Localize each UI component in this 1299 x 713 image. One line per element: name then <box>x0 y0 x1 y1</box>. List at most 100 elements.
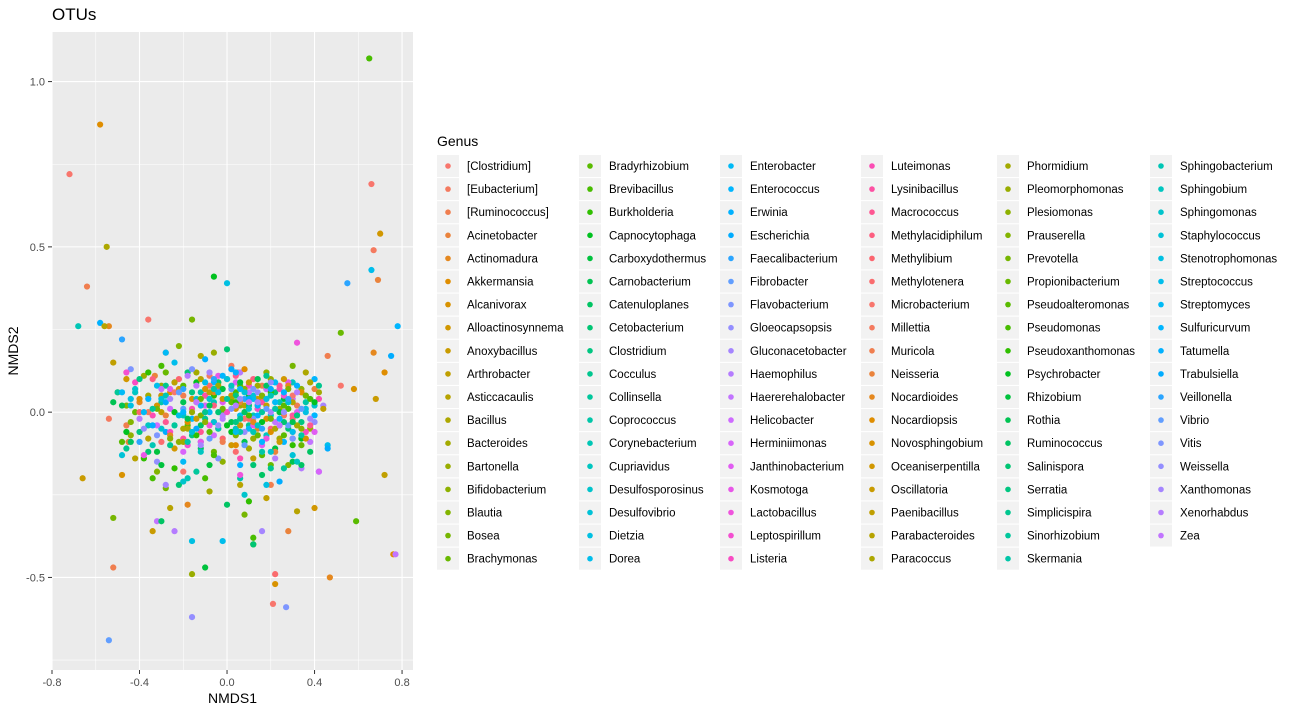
data-point <box>215 409 222 416</box>
legend-marker <box>1005 440 1011 447</box>
data-point <box>167 385 174 393</box>
data-point <box>366 55 373 62</box>
legend-marker <box>728 209 734 215</box>
data-point <box>377 230 384 237</box>
x-tick-label: 0.4 <box>307 677 322 689</box>
legend-item: Akkermansia <box>437 270 534 293</box>
data-point <box>158 438 165 446</box>
data-point <box>302 399 309 406</box>
data-point <box>258 409 266 416</box>
data-point <box>250 418 257 426</box>
legend-marker <box>728 394 734 400</box>
data-point <box>272 448 279 455</box>
legend-label: Cupriavidus <box>609 461 670 473</box>
data-point <box>206 402 213 409</box>
data-point <box>184 425 191 432</box>
legend-item: Phormidium <box>997 155 1088 177</box>
data-point <box>237 395 244 403</box>
legend: Genus [Clostridium] [Eubacterium] [Ruminoc… <box>437 133 1277 570</box>
legend-item: Burkholderia <box>579 201 674 224</box>
legend-marker <box>587 348 593 354</box>
data-point <box>254 389 261 396</box>
legend-item: Helicobacter <box>720 409 814 432</box>
data-point <box>250 395 257 403</box>
data-point <box>202 392 209 399</box>
legend-item: Staphylococcus <box>1150 224 1261 247</box>
legend-item: Anoxybacillus <box>437 339 538 362</box>
legend-label: Arthrobacter <box>467 369 530 381</box>
legend-label: Helicobacter <box>750 415 814 427</box>
legend-marker <box>587 301 593 308</box>
legend-label: Brevibacillus <box>609 184 674 196</box>
legend-item: Muricola <box>861 339 935 362</box>
legend-item: Trabulsiella <box>1150 362 1239 385</box>
legend-label: Lactobacillus <box>750 508 817 520</box>
data-point <box>302 409 309 416</box>
legend-marker <box>1005 417 1011 423</box>
data-point <box>153 448 161 455</box>
legend-marker <box>1158 440 1164 447</box>
data-point <box>158 362 165 369</box>
data-point <box>188 537 196 545</box>
data-point <box>136 395 143 403</box>
data-point <box>324 352 331 360</box>
data-point <box>289 392 296 399</box>
data-point <box>267 409 274 416</box>
data-point <box>167 405 174 412</box>
legend-marker <box>728 463 734 470</box>
legend-label: Escherichia <box>750 230 810 242</box>
data-point <box>171 528 178 535</box>
data-point <box>118 438 126 446</box>
legend-marker <box>1158 255 1164 262</box>
legend-item: Rothia <box>997 409 1061 432</box>
data-point <box>276 382 283 389</box>
legend-marker <box>445 163 451 169</box>
legend-marker <box>728 417 734 423</box>
legend-marker <box>728 509 734 516</box>
y-tick-label: -0.5 <box>26 572 45 584</box>
data-point <box>105 323 112 330</box>
legend-label: Nocardioides <box>891 392 958 404</box>
data-point <box>315 382 323 389</box>
legend-item: Gloeocapsopsis <box>720 316 832 339</box>
legend-marker <box>869 255 875 262</box>
data-point <box>127 432 134 439</box>
legend-label: Brachymonas <box>467 554 538 566</box>
data-point <box>311 399 318 406</box>
data-point <box>285 528 292 535</box>
data-point <box>267 465 274 472</box>
data-point <box>197 412 204 419</box>
data-point <box>158 425 165 432</box>
data-point <box>267 481 274 488</box>
data-point <box>289 452 296 459</box>
data-point <box>267 379 274 386</box>
legend-item: Gluconacetobacter <box>720 339 847 362</box>
legend-label: Macrococcus <box>891 207 959 219</box>
legend-label: Muricola <box>891 346 935 358</box>
data-point <box>285 395 292 403</box>
legend-item: Paenibacillus <box>861 501 959 524</box>
data-point <box>392 551 399 558</box>
data-point <box>171 465 178 472</box>
data-point <box>118 471 126 479</box>
legend-marker <box>1005 509 1011 516</box>
legend-marker <box>1005 555 1011 562</box>
legend-label: Haemophilus <box>750 369 817 381</box>
legend-marker <box>445 532 451 539</box>
data-point <box>298 442 305 449</box>
legend-label: Capnocytophaga <box>609 230 697 242</box>
legend-label: Neisseria <box>891 369 940 381</box>
data-point <box>219 438 226 446</box>
data-point <box>263 435 270 442</box>
legend-label: Paenibacillus <box>891 508 959 520</box>
legend-item: Kosmotoga <box>720 478 809 501</box>
legend-label: Microbacterium <box>891 300 970 312</box>
chart-title: OTUs <box>52 5 96 24</box>
y-axis-title: NMDS2 <box>5 326 21 375</box>
legend-label: Collinsella <box>609 392 662 404</box>
data-point <box>241 415 248 422</box>
legend-item: Serratia <box>997 478 1068 501</box>
legend-label: Oceaniserpentilla <box>891 461 980 473</box>
legend-item: Weissella <box>1150 455 1230 478</box>
legend-label: Propionibacterium <box>1027 277 1120 289</box>
